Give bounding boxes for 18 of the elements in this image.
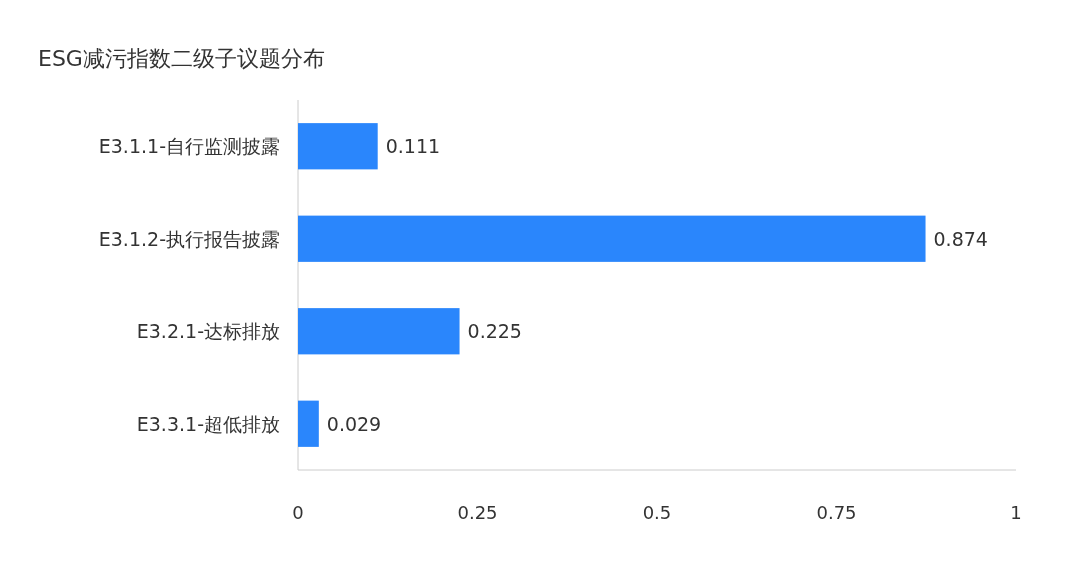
x-tick-label: 0.75 — [816, 502, 857, 523]
bar — [298, 123, 378, 170]
x-tick-label: 0.5 — [642, 502, 672, 523]
data-label: 0.029 — [326, 412, 382, 435]
y-tick-label: E3.2.1-达标排放 — [136, 320, 280, 343]
data-label: 0.225 — [467, 320, 522, 343]
chart-title: ESG减污指数二级子议题分布 — [38, 46, 325, 71]
x-tick-label: 1 — [1010, 502, 1022, 523]
bar — [298, 400, 319, 447]
y-tick-label: E3.1.2-执行报告披露 — [98, 227, 280, 250]
data-label: 0.111 — [385, 135, 441, 158]
y-tick-label: E3.3.1-超低排放 — [136, 412, 280, 435]
bar — [298, 215, 926, 262]
bar — [298, 308, 460, 355]
y-tick-label: E3.1.1-自行监测披露 — [98, 135, 280, 158]
data-label: 0.874 — [933, 227, 988, 250]
x-tick-label: 0 — [292, 502, 304, 523]
x-tick-label: 0.25 — [457, 502, 498, 523]
